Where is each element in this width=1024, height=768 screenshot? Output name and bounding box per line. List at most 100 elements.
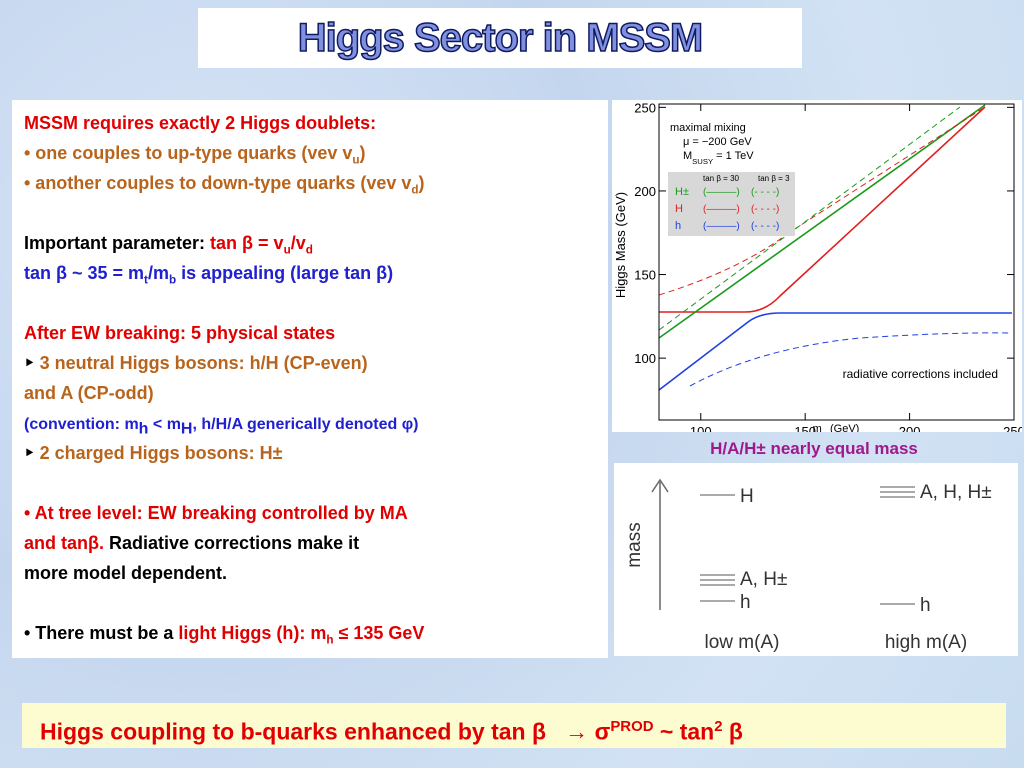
level-diagram: mass H A, H± h A, H, H± h low m(A) high … xyxy=(614,463,1018,656)
text-run: t xyxy=(144,273,148,287)
plot-footnote: radiative corrections included xyxy=(843,367,998,381)
text-run: and A (CP-odd) xyxy=(24,383,154,403)
text-run: d xyxy=(305,243,313,257)
arrow-head xyxy=(651,478,669,493)
text-line: ‣ 3 neutral Higgs bosons: h/H (CP-even) xyxy=(24,348,608,378)
text-run: ) xyxy=(359,143,366,163)
text-run: • At tree level: EW breaking controlled … xyxy=(24,503,408,523)
text-run: Radiative corrections make it xyxy=(104,533,360,553)
text-run: ≤ 135 GeV xyxy=(333,623,425,643)
text-run: MSSM requires exactly 2 Higgs doublets: xyxy=(24,113,377,133)
text-line: Important parameter: tan β = vu/vd xyxy=(24,228,608,258)
text-run: is appealing (large tan β) xyxy=(176,263,394,283)
main-text: MSSM requires exactly 2 Higgs doublets: •… xyxy=(12,100,608,658)
text-run: tan β = v xyxy=(210,233,284,253)
paragraph: After EW breaking: 5 physical states ‣ 3 … xyxy=(24,318,608,468)
plot-background xyxy=(612,100,1022,432)
text-run: light Higgs (h): m xyxy=(178,623,327,643)
text-run: /m xyxy=(147,263,169,283)
text-run: 2 xyxy=(714,718,723,735)
text-run: 2 charged Higgs bosons: H± xyxy=(39,443,283,463)
text-run: d xyxy=(411,183,419,197)
text-run: u xyxy=(352,153,360,167)
curve-Hpm xyxy=(658,104,986,339)
slide-title: Higgs Sector in MSSM xyxy=(198,8,802,68)
banner: Higgs coupling to b-quarks enhanced by t… xyxy=(22,703,1006,748)
text-run: b xyxy=(168,273,177,287)
paragraph: • There must be a light Higgs (h): mh ≤ … xyxy=(24,618,608,648)
text-run: A xyxy=(822,430,828,433)
text-line: After EW breaking: 5 physical states xyxy=(24,318,608,348)
text-line: • one couples to up-type quarks (vev vu) xyxy=(24,138,608,168)
text-run: After EW breaking: 5 physical states xyxy=(24,323,336,343)
high-label: high m(A) xyxy=(885,632,967,653)
text-run: tan β ~ 35 = m xyxy=(24,263,145,283)
level-label: A, H, H± xyxy=(920,482,992,503)
text-run: = 1 TeV xyxy=(713,150,754,162)
curve-Hpm-dashed xyxy=(658,106,961,331)
plot-note: MSUSY = 1 TeV xyxy=(683,150,754,166)
paragraph: Important parameter: tan β = vu/vd tan β … xyxy=(24,228,608,288)
x-tick-label: 150 xyxy=(794,424,816,432)
text-run: h xyxy=(326,633,334,647)
text-run: , h/H/A generically denoted φ) xyxy=(192,416,419,433)
x-axis-label: mA (GeV) xyxy=(813,423,860,432)
legend-dashed: (- - - -) xyxy=(751,187,779,198)
text-run: ) xyxy=(418,173,425,193)
curves xyxy=(658,104,1013,391)
legend-header: tan β = 3 xyxy=(758,174,790,183)
legend-label: h xyxy=(675,220,681,232)
text-line: MSSM requires exactly 2 Higgs doublets: xyxy=(24,108,608,138)
legend-header: tan β = 30 xyxy=(703,174,740,183)
legend-label: H± xyxy=(675,186,689,198)
text-run: μ = −200 GeV xyxy=(683,136,752,148)
text-line: and tanβ. Radiative corrections make it xyxy=(24,528,608,558)
paragraph: MSSM requires exactly 2 Higgs doublets: •… xyxy=(24,108,608,198)
text-run: Higgs coupling to b-quarks enhanced by t… xyxy=(40,718,611,745)
low-label: low m(A) xyxy=(705,632,780,653)
x-tick-label: 200 xyxy=(899,424,921,432)
y-axis-label: Higgs Mass (GeV) xyxy=(613,192,628,298)
level-label: h xyxy=(920,595,931,616)
legend-dashed: (- - - -) xyxy=(751,204,779,215)
text-run: β xyxy=(722,718,743,745)
level-label: H xyxy=(740,486,754,507)
higgs-mass-plot: 100 150 200 250 100 150 200 250 Higgs Mass (GeV)… xyxy=(612,100,1022,432)
text-run: H/A/H± nearly equal mass xyxy=(710,439,918,458)
mass-label: mass xyxy=(624,522,645,567)
text-run: 3 neutral Higgs bosons: h/H (CP-even) xyxy=(39,353,368,373)
y-tick-label: 250 xyxy=(634,100,656,115)
text-run: and tanβ. xyxy=(24,533,104,553)
text-run: u xyxy=(283,243,291,257)
text-run: PROD xyxy=(610,718,654,735)
text-run: maximal mixing xyxy=(670,122,746,134)
y-tick-label: 150 xyxy=(634,268,656,283)
legend-label: H xyxy=(675,203,683,215)
text-run: • one couples to up-type quarks (vev v xyxy=(24,143,353,163)
text-run: (convention: m xyxy=(24,416,139,433)
text-run: ‣ xyxy=(24,353,40,373)
curve-h xyxy=(658,312,1012,391)
text-run: SUSY xyxy=(692,157,713,166)
x-tick-label: 250 xyxy=(1003,424,1022,432)
text-run: (GeV) xyxy=(827,423,859,432)
text-run: • There must be a xyxy=(24,623,179,643)
level-lines xyxy=(700,486,915,605)
plot-note: maximal mixing xyxy=(670,122,746,134)
y-tick-label: 100 xyxy=(634,351,656,366)
text-line: • There must be a light Higgs (h): mh ≤ … xyxy=(24,618,608,648)
text-run: more model dependent. xyxy=(24,563,228,583)
level-label: A, H± xyxy=(740,569,787,590)
plot-frame xyxy=(658,103,1015,421)
text-line: (convention: mh < mH, h/H/A generically … xyxy=(24,408,608,438)
text-line: tan β ~ 35 = mt/mb is appealing (large t… xyxy=(24,258,608,288)
text-line: more model dependent. xyxy=(24,558,608,588)
text-run: ‣ xyxy=(24,443,40,463)
legend-dashed: (- - - -) xyxy=(751,221,779,232)
text-line: ‣ 2 charged Higgs bosons: H± xyxy=(24,438,608,468)
text-run: /v xyxy=(290,233,306,253)
curve-H-dashed xyxy=(658,106,986,296)
text-run: m xyxy=(813,423,822,432)
legend-solid: (———) xyxy=(703,221,740,232)
